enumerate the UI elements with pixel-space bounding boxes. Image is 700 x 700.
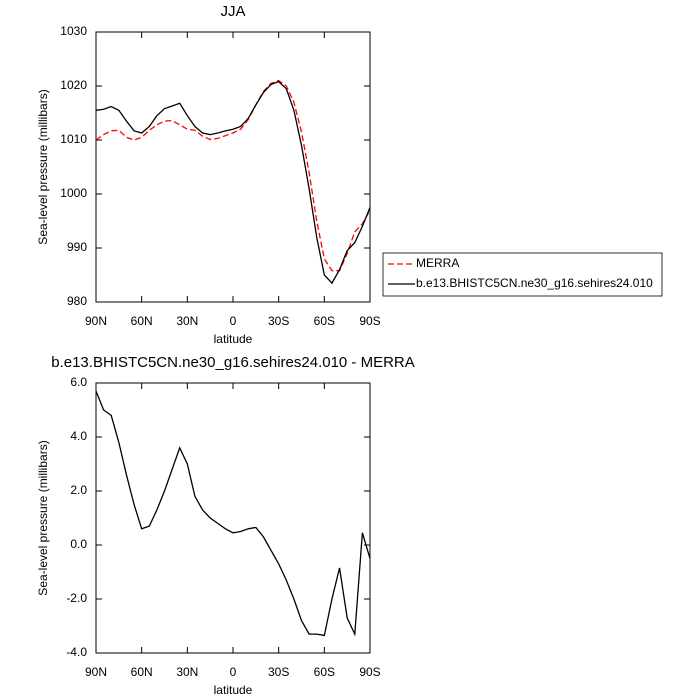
- y-tick-label: -2.0: [66, 591, 87, 605]
- x-tick-label: 30S: [268, 314, 289, 328]
- data-line: [95, 79, 371, 272]
- x-tick-label: 30N: [176, 665, 198, 679]
- x-tick-label: 90S: [359, 314, 380, 328]
- y-tick-label: 1020: [60, 78, 87, 92]
- x-tick-label: 0: [230, 665, 237, 679]
- y-tick-label: 980: [67, 294, 87, 308]
- y-tick-label: 1030: [60, 24, 87, 38]
- legend-box: [382, 252, 663, 297]
- legend-label: MERRA: [416, 256, 459, 270]
- x-axis-label: latitude: [214, 683, 253, 697]
- y-tick-label: 1000: [60, 186, 87, 200]
- y-tick-label: 4.0: [70, 429, 87, 443]
- x-tick-label: 60S: [314, 665, 335, 679]
- x-tick-label: 60N: [131, 665, 153, 679]
- x-tick-label: 90S: [359, 665, 380, 679]
- x-tick-label: 90N: [85, 314, 107, 328]
- y-tick-label: 0.0: [70, 537, 87, 551]
- y-tick-label: -4.0: [66, 645, 87, 659]
- data-line: [95, 390, 371, 637]
- x-tick-label: 0: [230, 314, 237, 328]
- plot-frame: [95, 382, 371, 654]
- y-tick-label: 2.0: [70, 483, 87, 497]
- y-tick-label: 6.0: [70, 375, 87, 389]
- x-axis-label: latitude: [214, 332, 253, 346]
- x-tick-label: 30N: [176, 314, 198, 328]
- x-tick-label: 30S: [268, 665, 289, 679]
- x-tick-label: 60S: [314, 314, 335, 328]
- y-tick-label: 990: [67, 240, 87, 254]
- y-axis-label: Sea-level pressure (millibars): [36, 440, 50, 595]
- x-tick-label: 90N: [85, 665, 107, 679]
- y-axis-label: Sea-level pressure (millibars): [36, 89, 50, 244]
- x-tick-label: 60N: [131, 314, 153, 328]
- data-line: [95, 80, 371, 285]
- y-tick-label: 1010: [60, 132, 87, 146]
- chart-title: b.e13.BHISTC5CN.ne30_g16.sehires24.010 -…: [51, 354, 415, 371]
- legend-label: b.e13.BHISTC5CN.ne30_g16.sehires24.010: [416, 276, 653, 290]
- plot-frame: [95, 31, 371, 303]
- chart-title: JJA: [220, 3, 245, 20]
